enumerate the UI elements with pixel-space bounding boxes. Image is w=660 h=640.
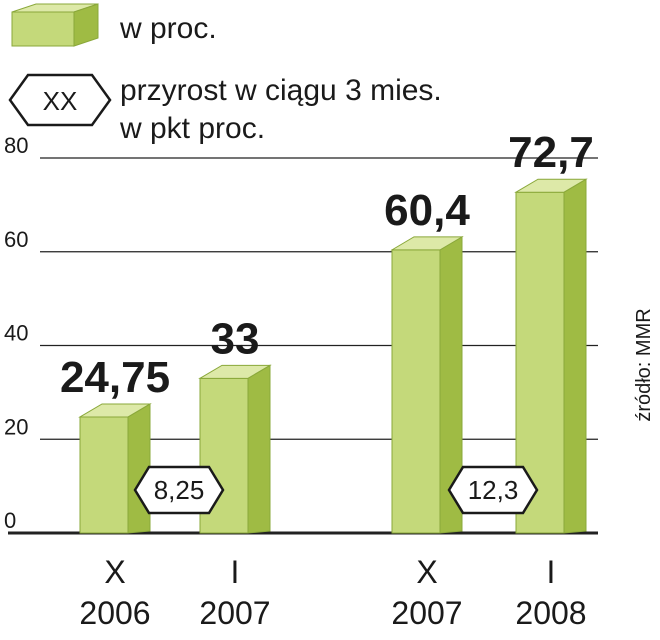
increment-badges: 8,25 12,3 [133,465,539,515]
x-label-line1-1: I [231,554,240,590]
x-axis-labels: X 2006 I 2007 X 2007 I 2008 [79,554,586,631]
bar-top-1 [198,364,272,379]
legend-bar-swatch-front [11,11,75,47]
x-label-line2-3: 2008 [515,595,586,631]
x-label-line1-0: X [104,554,125,590]
legend-bar-swatch-side [73,3,99,47]
bar-2 [390,235,464,534]
y-tick-label-20: 20 [4,414,28,439]
increment-badge-1 [447,465,539,515]
bar-top-3 [514,178,588,193]
bar-front-0 [79,416,129,534]
bar-top-0 [78,403,152,418]
value-labels: 24,75 33 60,4 72,7 [60,128,594,402]
x-label-line2-0: 2006 [79,595,150,631]
increment-badge-0 [133,465,225,515]
y-tick-label-60: 60 [4,227,28,252]
value-label-1: 33 [211,314,260,363]
legend-bar-item: w proc. [11,3,217,47]
bar-top-2 [390,236,464,251]
x-label-line2-1: 2007 [199,595,270,631]
bar-front-2 [391,249,441,534]
increment-label-0: 8,25 [154,475,205,505]
value-label-2: 60,4 [384,186,470,235]
legend-badge-label-line1: przyrost w ciągu 3 mies. [120,74,442,107]
legend-badge-symbol: XX [43,86,78,116]
bar-side-1 [247,364,271,534]
x-label-line1-2: X [416,554,437,590]
value-label-3: 72,7 [508,128,594,177]
legend-bar-label: w proc. [119,12,217,45]
legend-badge-item: XX przyrost w ciągu 3 mies. w pkt proc. [8,73,442,145]
x-label-line2-2: 2007 [391,595,462,631]
increment-label-1: 12,3 [468,475,519,505]
y-tick-label-40: 40 [4,321,28,346]
x-label-line1-3: I [547,554,556,590]
y-tick-label-0: 0 [4,508,16,533]
legend-badge-label-line2: w pkt proc. [119,112,265,145]
bar-0 [78,403,152,534]
bar-side-3 [563,178,587,534]
bars [78,178,588,534]
source-note: źródło: MMR [633,308,655,421]
y-tick-label-80: 80 [4,133,28,158]
y-axis-ticks: 0 20 40 60 80 [4,133,28,533]
value-label-0: 24,75 [60,353,170,402]
bar-1 [198,364,272,534]
legend-badge-shape [8,73,112,127]
